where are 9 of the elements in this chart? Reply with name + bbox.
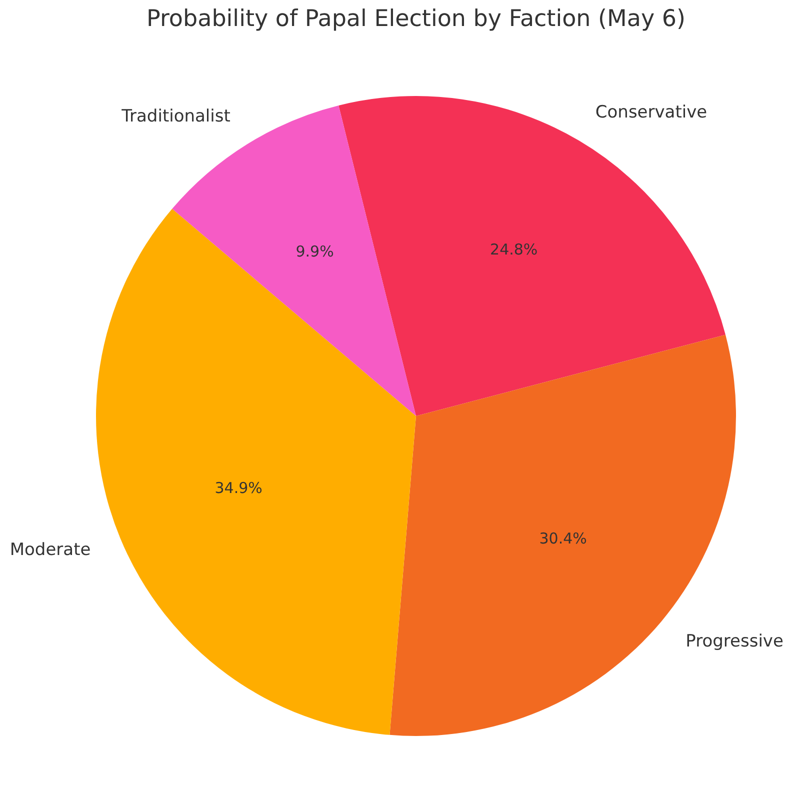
slice-label: Moderate: [10, 540, 91, 560]
slice-label: Progressive: [686, 632, 784, 652]
data-label: 34.9%: [214, 479, 262, 498]
chart-title: Probability of Papal Election by Faction (May 6): [146, 6, 686, 32]
data-label: 30.4%: [539, 529, 587, 548]
data-label: 24.8%: [490, 240, 538, 259]
data-label: 9.9%: [296, 242, 334, 261]
slice-label: Conservative: [595, 102, 708, 123]
slice-label: Traditionalist: [120, 106, 231, 126]
